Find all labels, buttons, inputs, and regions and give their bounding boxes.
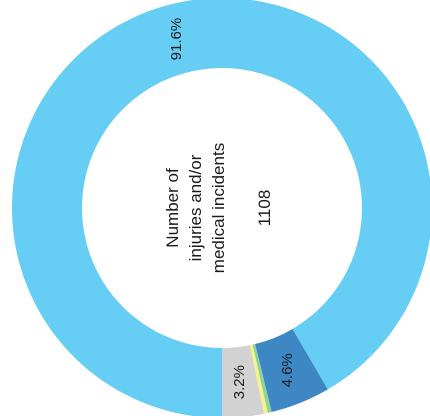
center-label-line-2: injuries and/or bbox=[186, 154, 205, 261]
slice-labels: 91.6% 4.6% 3.2% bbox=[168, 18, 296, 399]
donut-slices bbox=[12, 0, 430, 416]
donut-slice-1 bbox=[255, 328, 328, 413]
donut-center-label: Number of injuries and/or medical incide… bbox=[163, 143, 274, 273]
center-label-line-3: medical incidents bbox=[209, 143, 228, 273]
donut-slice-4 bbox=[222, 345, 264, 416]
slice-label-4: 3.2% bbox=[231, 365, 248, 399]
slice-label-1: 4.6% bbox=[279, 353, 296, 387]
donut-slice-3 bbox=[249, 344, 268, 414]
center-label-line-1: Number of bbox=[163, 168, 182, 248]
donut-slice-0 bbox=[12, 0, 430, 416]
donut-slice-2 bbox=[252, 344, 272, 413]
slice-label-0: 91.6% bbox=[168, 18, 185, 61]
center-value: 1108 bbox=[255, 190, 274, 227]
